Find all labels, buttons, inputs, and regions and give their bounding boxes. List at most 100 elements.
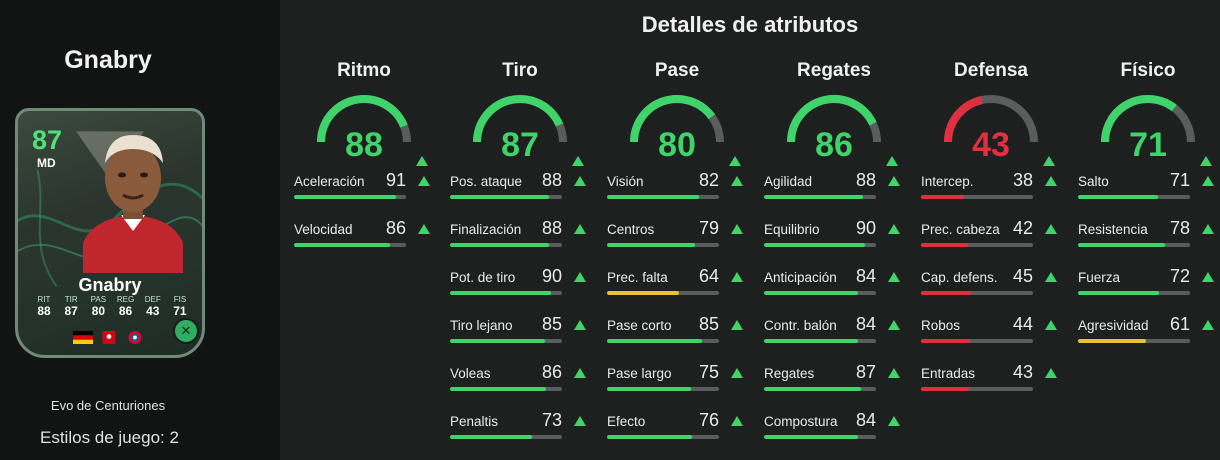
attribute-value: 61: [1169, 314, 1190, 334]
upgrade-arrow-icon: [888, 224, 900, 234]
player-card[interactable]: 87 MD Gnabry RIT TIR PAS REG DEF FIS 88: [15, 108, 205, 358]
attribute-column-tiro: Tiro 87 Pos. ataque 88 Finalización 88 Pot. de…: [450, 60, 590, 460]
attribute-bar: [294, 243, 406, 247]
category-gauge: 80: [607, 86, 747, 166]
attribute-bar-fill: [764, 339, 859, 343]
attribute-name: Pot. de tiro: [450, 270, 516, 285]
card-rating: 87: [32, 125, 63, 155]
attribute-row: Finalización 88: [450, 218, 590, 268]
attribute-name: Equilibrio: [764, 222, 820, 237]
attribute-bar: [450, 195, 562, 199]
attribute-name: Resistencia: [1078, 222, 1148, 237]
gauge-fill: [630, 95, 716, 143]
attribute-list: Pos. ataque 88 Finalización 88 Pot. de tiro 9…: [450, 170, 590, 460]
evolution-icon[interactable]: ✕: [173, 318, 199, 344]
attribute-bar: [450, 291, 562, 295]
attribute-bar: [764, 243, 876, 247]
upgrade-arrow-icon: [574, 368, 586, 378]
attribute-value: 84: [855, 266, 876, 286]
attribute-name: Regates: [764, 366, 815, 381]
category-gauge: 86: [764, 86, 904, 166]
card-stat-value: 80: [91, 304, 106, 318]
attribute-value: 71: [1169, 170, 1190, 190]
attribute-bar-fill: [921, 387, 970, 391]
category-title: Tiro: [502, 60, 538, 81]
card-stat-label: PAS: [90, 295, 107, 304]
attribute-name: Entradas: [921, 366, 976, 381]
attribute-bar-fill: [450, 195, 549, 199]
upgrade-arrow-icon: [418, 224, 430, 234]
attribute-row: Equilibrio 90: [764, 218, 904, 268]
attribute-row: Pase largo 75: [607, 362, 747, 412]
upgrade-arrow-icon: [416, 156, 428, 166]
attribute-value: 88: [541, 218, 562, 238]
attribute-value: 72: [1169, 266, 1190, 286]
attribute-bar-fill: [450, 435, 532, 439]
card-badges: [73, 331, 145, 344]
player-panel: Gnabry 87 MD Gnabry RIT TIR PAS REG: [0, 0, 280, 460]
attribute-name: Cap. defens.: [921, 270, 998, 285]
attribute-value: 85: [698, 314, 719, 334]
gauge-fill: [1101, 95, 1177, 143]
category-title: Ritmo: [337, 60, 391, 81]
attribute-value: 85: [541, 314, 562, 334]
category-value: 80: [658, 126, 696, 164]
attribute-bar-fill: [764, 195, 863, 199]
attribute-bar: [450, 435, 562, 439]
attribute-bar-fill: [450, 339, 546, 343]
attribute-name: Agresividad: [1078, 318, 1149, 333]
card-position: MD: [37, 156, 56, 170]
gauge-fill: [944, 96, 983, 143]
playstyles-count[interactable]: Estilos de juego: 2: [40, 428, 179, 447]
attribute-column-ritmo: Ritmo 88 Aceleración 91 Velocidad 86: [294, 60, 434, 268]
attribute-name: Contr. balón: [764, 318, 837, 333]
gauge-arc: [630, 95, 724, 143]
card-stat-label: FIS: [173, 295, 187, 304]
attribute-bar: [921, 195, 1033, 199]
attribute-value: 76: [698, 410, 719, 430]
attribute-bar: [1078, 291, 1190, 295]
attribute-row: Pos. ataque 88: [450, 170, 590, 220]
attribute-bar: [607, 435, 719, 439]
gauge-arc: [1101, 95, 1195, 143]
attribute-bar-fill: [921, 291, 972, 295]
attribute-value: 82: [698, 170, 719, 190]
attribute-value: 84: [855, 410, 876, 430]
attribute-bar-fill: [450, 243, 549, 247]
upgrade-arrow-icon: [731, 416, 743, 426]
attribute-bar-fill: [1078, 195, 1158, 199]
upgrade-arrow-icon: [1200, 156, 1212, 166]
attribute-row: Compostura 84: [764, 410, 904, 460]
attribute-row: Cap. defens. 45: [921, 266, 1061, 316]
upgrade-arrow-icon: [1045, 176, 1057, 186]
upgrade-arrow-icon: [888, 416, 900, 426]
attribute-name: Fuerza: [1078, 270, 1121, 285]
attribute-bar: [607, 339, 719, 343]
card-stat-value: 87: [64, 304, 78, 318]
attribute-name: Anticipación: [764, 270, 837, 285]
attribute-bar-fill: [764, 387, 862, 391]
card-stat-value: 43: [146, 304, 160, 318]
attribute-bar: [450, 243, 562, 247]
category-title: Defensa: [954, 60, 1028, 81]
upgrade-arrow-icon: [418, 176, 430, 186]
attribute-value: 86: [385, 218, 406, 238]
upgrade-arrow-icon: [574, 176, 586, 186]
attribute-row: Centros 79: [607, 218, 747, 268]
attribute-column-defensa: Defensa 43 Intercep. 38 Prec. cabeza 42 Cap. d…: [921, 60, 1061, 412]
section-title: Detalles de atributos: [641, 12, 859, 37]
gauge-fill: [473, 95, 564, 143]
attribute-bar-fill: [607, 339, 703, 343]
upgrade-arrow-icon: [1202, 224, 1214, 234]
attribute-value: 91: [385, 170, 406, 190]
upgrade-arrow-icon: [1045, 224, 1057, 234]
attribute-bar: [764, 435, 876, 439]
attribute-name: Salto: [1078, 174, 1109, 189]
attribute-row: Entradas 43: [921, 362, 1061, 412]
attribute-value: 90: [541, 266, 562, 286]
attribute-bar: [607, 243, 719, 247]
attribute-name: Velocidad: [294, 222, 353, 237]
attribute-name: Robos: [921, 318, 961, 333]
attribute-column-pase: Pase 80 Visión 82 Centros 79 Prec. falta 64 Pase…: [607, 60, 747, 460]
attribute-value: 73: [541, 410, 562, 430]
